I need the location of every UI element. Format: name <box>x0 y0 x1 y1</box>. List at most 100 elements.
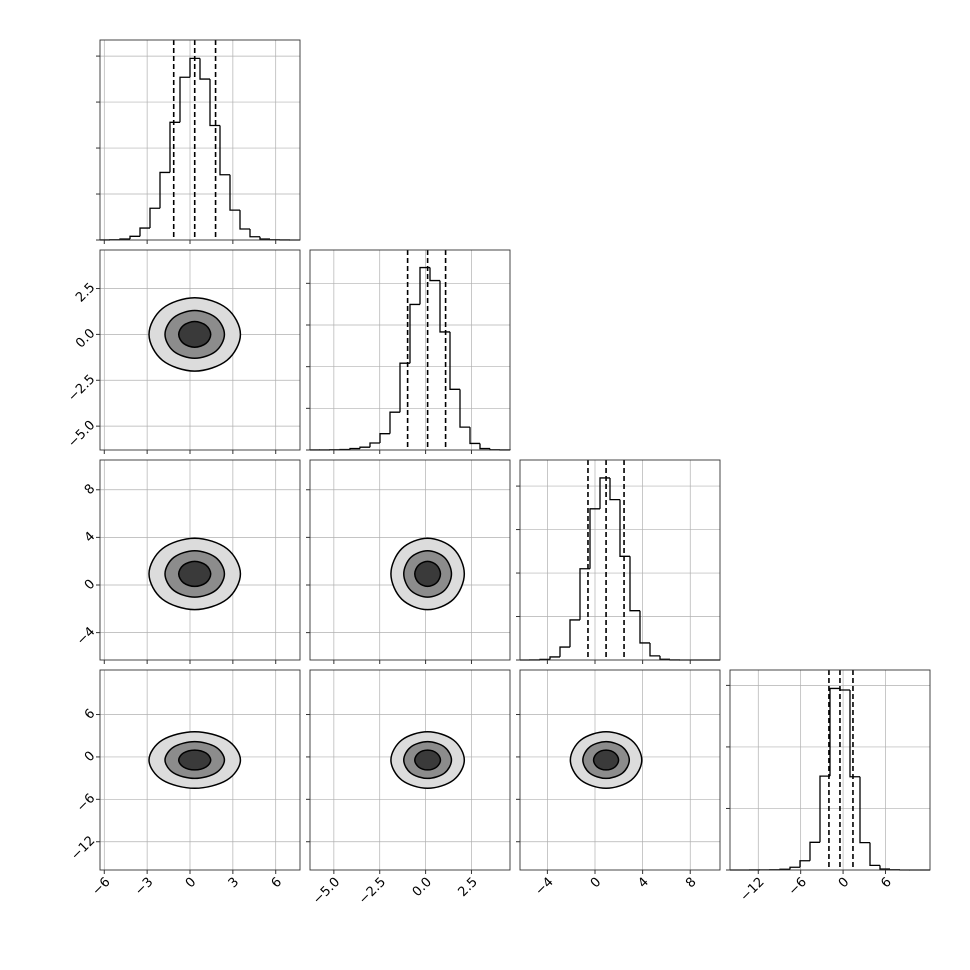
contour-group <box>148 296 242 372</box>
contour-group <box>390 537 466 611</box>
y-tick-label: 6 <box>82 706 98 722</box>
panel-frame <box>309 459 511 661</box>
histogram-bin <box>639 610 650 644</box>
x-tick-label: 0 <box>183 875 199 891</box>
panel-frame <box>99 669 301 871</box>
contour-group <box>569 731 643 790</box>
histogram-bin <box>219 125 230 176</box>
histogram-bin <box>479 443 490 450</box>
y-tick-label: −12 <box>68 833 98 863</box>
histogram-bin <box>119 238 130 240</box>
x-tick-label: 0 <box>588 875 604 891</box>
histogram-bin <box>609 477 620 501</box>
contour-group <box>148 537 242 611</box>
histogram-bin <box>359 446 370 449</box>
histogram-bin <box>169 121 180 173</box>
histogram-bin <box>859 776 870 844</box>
panel-frame <box>519 459 721 661</box>
histogram-bin <box>869 842 880 867</box>
histogram-bin <box>129 235 140 240</box>
histogram-bin <box>189 57 200 78</box>
x-tick-label: 6 <box>878 875 894 891</box>
histogram-bin <box>209 79 220 127</box>
x-tick-label: 8 <box>683 875 699 891</box>
histogram-bin <box>249 228 260 238</box>
y-tick-label: −2.5 <box>65 372 98 405</box>
histogram-bin <box>409 303 420 364</box>
histogram-bin <box>179 76 190 123</box>
histogram-bin <box>369 442 380 448</box>
panel-frame <box>309 249 511 451</box>
histogram-bin <box>789 866 800 870</box>
contour-group <box>148 731 242 790</box>
panel-frame <box>99 459 301 661</box>
histogram-bin <box>149 207 160 229</box>
histogram-bin <box>829 687 840 777</box>
contour-group <box>390 731 466 790</box>
y-tick-label: 8 <box>82 481 98 497</box>
contour <box>177 320 212 348</box>
histogram-bin <box>389 411 400 434</box>
x-tick-label: −4 <box>533 875 557 899</box>
histogram-bin <box>809 841 820 861</box>
histogram-bin <box>349 447 360 450</box>
x-tick-label: −6 <box>89 875 113 899</box>
histogram-bin <box>549 656 560 660</box>
contour <box>414 749 442 771</box>
panel-frame <box>309 669 511 871</box>
x-tick-label: 2.5 <box>456 875 481 900</box>
histogram-bin <box>239 210 250 230</box>
histogram-bin <box>439 280 450 333</box>
panel-frame <box>99 39 301 241</box>
panel-frame <box>99 249 301 451</box>
y-tick-label: 2.5 <box>73 280 98 305</box>
x-tick-label: −2.5 <box>356 875 389 908</box>
histogram-bin <box>649 642 660 657</box>
y-tick-label: 0 <box>82 577 98 593</box>
histogram-bin <box>879 865 890 870</box>
y-tick-label: −6 <box>74 791 98 815</box>
histogram-bin <box>459 389 470 428</box>
y-tick-label: 0.0 <box>73 326 98 351</box>
histogram-bin <box>429 267 440 282</box>
histogram-bin <box>569 619 580 648</box>
histogram-bin <box>259 236 270 240</box>
x-tick-label: −5.0 <box>310 875 343 908</box>
histogram-bin <box>229 174 240 211</box>
contour <box>177 560 212 588</box>
x-tick-label: −3 <box>132 875 156 899</box>
histogram-bin <box>469 427 480 445</box>
histogram-bin <box>659 655 670 660</box>
histogram-bin <box>629 556 640 612</box>
histogram-bin <box>139 227 150 237</box>
y-tick-label: −5.0 <box>65 418 98 451</box>
panel-frame <box>729 669 931 871</box>
histogram-bin <box>799 860 810 868</box>
histogram-bin <box>619 499 630 557</box>
histogram-bin <box>849 690 860 778</box>
x-tick-label: 4 <box>635 875 651 891</box>
histogram-bin <box>579 568 590 620</box>
x-tick-label: 0.0 <box>410 875 435 900</box>
x-tick-label: 3 <box>226 875 242 891</box>
y-tick-label: 4 <box>82 529 98 545</box>
histogram-bin <box>379 433 390 443</box>
histogram-bin <box>399 362 410 413</box>
histogram-bin <box>199 58 210 80</box>
histogram-bin <box>159 171 170 209</box>
histogram-bin <box>559 646 570 657</box>
x-tick-label: 6 <box>269 875 285 891</box>
panel-frame <box>519 669 721 871</box>
contour <box>414 560 442 588</box>
y-tick-label: −4 <box>74 624 98 648</box>
histogram-bin <box>589 508 600 569</box>
x-tick-label: −12 <box>738 875 768 905</box>
contour <box>177 749 212 771</box>
histogram-bin <box>839 688 850 691</box>
x-tick-label: 0 <box>836 875 852 891</box>
y-tick-label: 0 <box>82 749 98 765</box>
contour <box>592 749 620 771</box>
histogram-bin <box>819 775 830 843</box>
histogram-bin <box>449 331 460 390</box>
